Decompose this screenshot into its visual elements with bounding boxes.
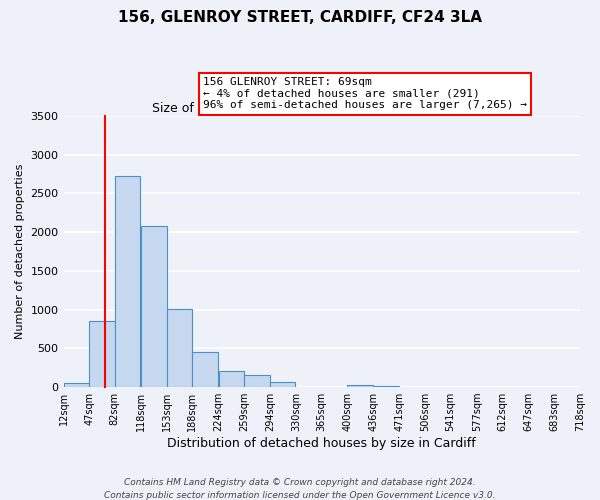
Bar [141, 226, 167, 387]
Bar [64, 383, 89, 387]
Text: 156, GLENROY STREET, CARDIFF, CF24 3LA: 156, GLENROY STREET, CARDIFF, CF24 3LA [118, 10, 482, 25]
Bar [167, 309, 192, 387]
Text: 156 GLENROY STREET: 69sqm
← 4% of detached houses are smaller (291)
96% of semi-: 156 GLENROY STREET: 69sqm ← 4% of detach… [203, 78, 527, 110]
Bar [115, 176, 140, 387]
Bar [347, 385, 373, 387]
X-axis label: Distribution of detached houses by size in Cardiff: Distribution of detached houses by size … [167, 437, 476, 450]
Bar [244, 376, 270, 387]
Y-axis label: Number of detached properties: Number of detached properties [15, 164, 25, 339]
Bar [218, 371, 244, 387]
Bar [270, 382, 295, 387]
Title: Size of property relative to detached houses in Cardiff: Size of property relative to detached ho… [152, 102, 491, 114]
Bar [89, 321, 115, 387]
Bar [374, 386, 400, 387]
Bar [192, 352, 218, 387]
Text: Contains HM Land Registry data © Crown copyright and database right 2024.
Contai: Contains HM Land Registry data © Crown c… [104, 478, 496, 500]
